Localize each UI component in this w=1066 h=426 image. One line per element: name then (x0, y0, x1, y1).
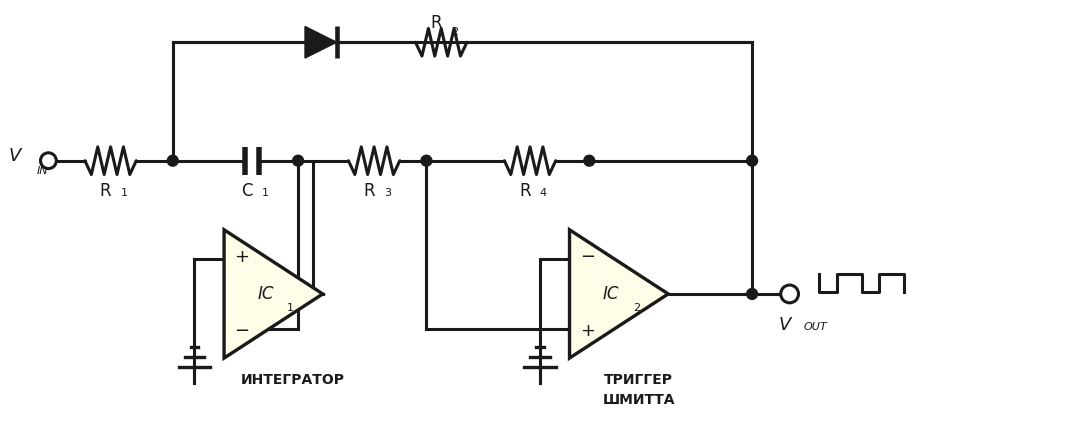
Circle shape (167, 155, 178, 166)
Text: R: R (519, 182, 531, 200)
Text: 1: 1 (261, 188, 269, 199)
Polygon shape (305, 26, 337, 58)
Text: IC: IC (257, 285, 274, 303)
Text: −: − (580, 248, 595, 266)
Text: ИНТЕГРАТОР: ИНТЕГРАТОР (241, 373, 345, 387)
Text: 1: 1 (120, 188, 128, 199)
Text: V: V (9, 147, 20, 165)
Text: −: − (235, 322, 249, 340)
Text: OUT: OUT (804, 322, 827, 331)
Circle shape (780, 285, 798, 303)
Text: ШМИТТА: ШМИТТА (602, 393, 675, 407)
Text: C: C (241, 182, 253, 200)
Circle shape (421, 155, 432, 166)
Text: IC: IC (602, 285, 619, 303)
Text: IN: IN (36, 166, 48, 176)
Circle shape (584, 155, 595, 166)
Text: 1: 1 (287, 303, 294, 313)
Polygon shape (569, 230, 668, 358)
Text: 3: 3 (384, 188, 391, 199)
Text: 2: 2 (633, 303, 640, 313)
Text: 4: 4 (539, 188, 547, 199)
Text: 2: 2 (451, 27, 458, 37)
Polygon shape (224, 230, 323, 358)
Circle shape (41, 153, 56, 169)
Text: +: + (580, 322, 595, 340)
Text: R: R (100, 182, 112, 200)
Circle shape (293, 155, 304, 166)
Text: V: V (778, 316, 791, 334)
Circle shape (746, 288, 758, 299)
Text: ТРИГГЕР: ТРИГГЕР (604, 373, 673, 387)
Text: R: R (431, 14, 442, 32)
Text: R: R (364, 182, 375, 200)
Circle shape (746, 155, 758, 166)
Text: +: + (235, 248, 249, 266)
